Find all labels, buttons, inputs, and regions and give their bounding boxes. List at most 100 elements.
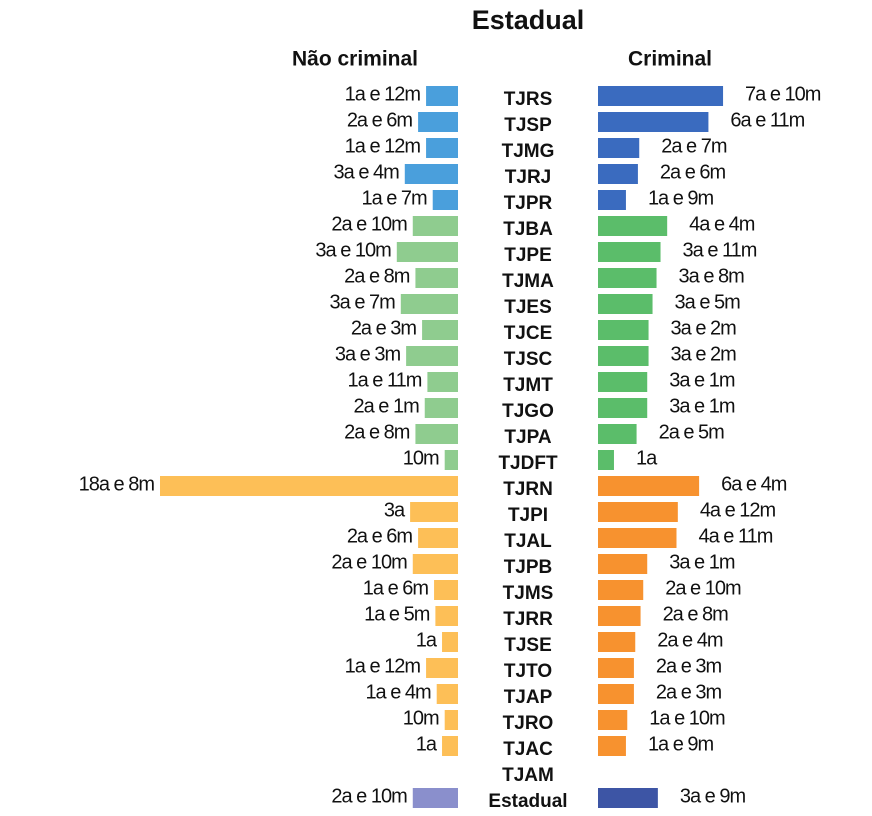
bar [410, 502, 458, 522]
category-label: TJMS [503, 583, 554, 604]
bar [432, 190, 458, 210]
bar [444, 450, 458, 470]
value-label: 2a e 6m [660, 161, 726, 183]
bar [598, 684, 634, 704]
value-label: 1a e 6m [363, 577, 429, 599]
bar [598, 398, 648, 418]
category-label: TJRO [503, 713, 554, 734]
value-label: 3a e 4m [334, 161, 400, 183]
bar [598, 320, 649, 340]
value-label: 1a e 4m [365, 681, 431, 703]
bar [412, 788, 458, 808]
value-label: 6a e 11m [730, 109, 804, 131]
value-label: 4a e 11m [698, 525, 772, 547]
category-label: TJRN [503, 479, 553, 500]
value-label: 3a e 5m [675, 291, 741, 313]
bar [598, 268, 657, 288]
category-label: TJSP [504, 115, 552, 136]
value-label: 2a e 7m [661, 135, 727, 157]
category-label: TJMA [502, 271, 554, 292]
value-label: 3a e 10m [315, 239, 391, 261]
bar [598, 138, 640, 158]
bar [427, 372, 458, 392]
value-label: 10m [403, 447, 439, 469]
bar [598, 658, 634, 678]
value-label: 1a e 9m [648, 187, 714, 209]
bar [424, 398, 458, 418]
category-label: TJAL [504, 531, 552, 552]
bar [598, 164, 638, 184]
value-label: 1a e 11m [347, 369, 421, 391]
value-label: 2a e 4m [657, 629, 723, 651]
bar [435, 606, 458, 626]
bar [598, 502, 678, 522]
category-label: TJBA [503, 219, 553, 240]
bar [160, 476, 458, 496]
value-label: 1a e 12m [345, 83, 421, 105]
value-label: 3a e 3m [335, 343, 401, 365]
value-label: 2a e 5m [659, 421, 725, 443]
category-label: TJRR [503, 609, 553, 630]
bar [598, 294, 653, 314]
category-label: TJMT [503, 375, 553, 396]
bar [598, 554, 648, 574]
category-label: Estadual [488, 791, 567, 811]
value-label: 2a e 6m [347, 525, 413, 547]
legend-left: Não criminal [292, 48, 418, 71]
value-label: 2a e 3m [351, 317, 417, 339]
category-label: TJRJ [505, 167, 551, 188]
bar [598, 424, 637, 444]
value-label: 18a e 8m [79, 473, 155, 495]
value-label: 2a e 8m [344, 421, 410, 443]
value-label: 3a e 1m [669, 395, 735, 417]
value-label: 1a [636, 447, 658, 469]
value-label: 3a e 2m [671, 317, 737, 339]
bar [598, 450, 614, 470]
bar [426, 138, 458, 158]
category-label: TJES [504, 297, 552, 318]
value-label: 4a e 4m [689, 213, 755, 235]
value-label: 1a [416, 629, 438, 651]
bar [598, 580, 644, 600]
value-label: 1a e 9m [648, 733, 714, 755]
category-label: TJMG [502, 141, 555, 162]
category-label: TJAM [502, 765, 554, 786]
bar [434, 580, 458, 600]
category-label: TJAP [504, 687, 553, 708]
category-label: TJPA [504, 427, 551, 448]
value-label: 3a [384, 499, 406, 521]
bar [422, 320, 458, 340]
value-label: 2a e 3m [656, 681, 722, 703]
value-label: 2a e 3m [656, 655, 722, 677]
value-label: 1a e 12m [345, 135, 421, 157]
category-label: TJCE [504, 323, 553, 344]
bar [598, 86, 724, 106]
value-label: 3a e 1m [669, 369, 735, 391]
bar [598, 632, 636, 652]
bar [598, 710, 628, 730]
bar [426, 86, 458, 106]
value-label: 1a e 7m [361, 187, 427, 209]
category-label: TJPR [504, 193, 553, 214]
value-label: 1a e 10m [649, 707, 725, 729]
bar [598, 788, 658, 808]
category-label: TJSC [504, 349, 553, 370]
value-label: 2a e 1m [353, 395, 419, 417]
bar [598, 346, 649, 366]
value-label: 2a e 10m [331, 785, 407, 807]
bar [442, 736, 458, 756]
bar [412, 216, 458, 236]
category-label: TJPE [504, 245, 552, 266]
category-label: TJPB [504, 557, 553, 578]
value-label: 2a e 6m [347, 109, 413, 131]
bar [412, 554, 458, 574]
bar [442, 632, 458, 652]
bar [418, 112, 458, 132]
value-label: 3a e 11m [683, 239, 757, 261]
bar [598, 606, 641, 626]
bar [598, 190, 626, 210]
value-label: 10m [403, 707, 439, 729]
bar [444, 710, 458, 730]
bar [598, 736, 626, 756]
